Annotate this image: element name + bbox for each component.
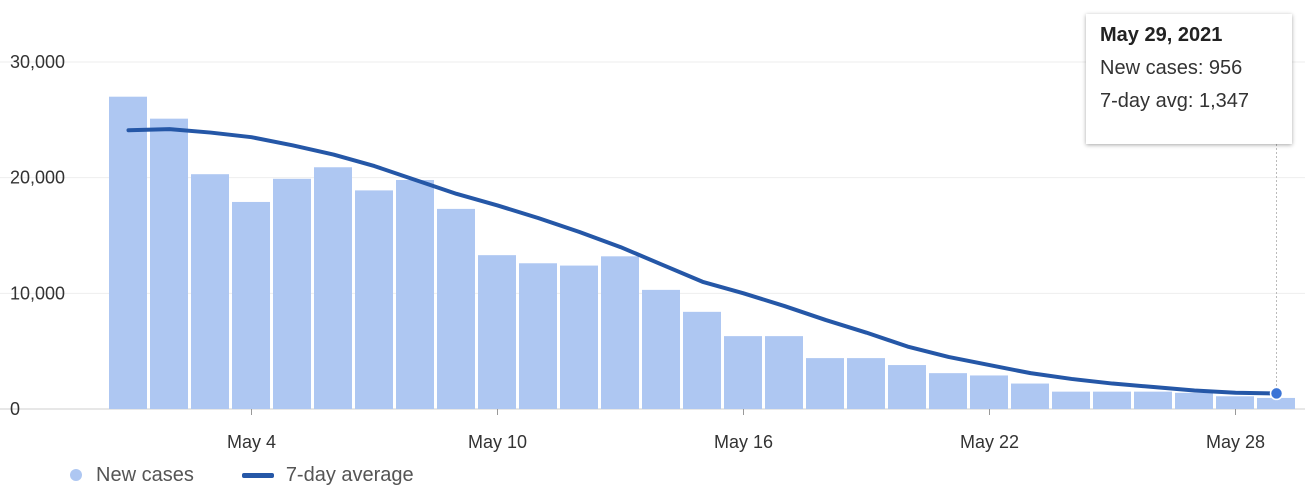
- legend-line-icon: [241, 472, 274, 478]
- hover-point[interactable]: [1269, 386, 1284, 401]
- tooltip-new-cases: New cases: 956: [1100, 57, 1243, 79]
- bar-new-cases[interactable]: [888, 365, 926, 409]
- y-tick-label: 0: [10, 399, 20, 419]
- bar-new-cases[interactable]: [109, 96, 147, 409]
- x-tick-label: May 10: [468, 432, 527, 452]
- bar-new-cases[interactable]: [1093, 391, 1131, 409]
- legend-label-new-cases: New cases: [96, 463, 194, 486]
- bar-new-cases[interactable]: [724, 336, 762, 409]
- bar-new-cases[interactable]: [191, 174, 229, 409]
- bar-new-cases[interactable]: [601, 256, 639, 409]
- bar-new-cases[interactable]: [314, 167, 352, 409]
- seven-day-average-path: [126, 127, 1279, 396]
- bar-new-cases[interactable]: [437, 208, 475, 409]
- bar-new-cases[interactable]: [1134, 391, 1172, 409]
- legend-item-new-cases[interactable]: New cases: [70, 464, 194, 487]
- x-tick-label: May 16: [714, 432, 773, 452]
- x-tick-label: May 22: [960, 432, 1019, 452]
- bar-new-cases[interactable]: [642, 289, 680, 409]
- bar-new-cases[interactable]: [355, 190, 393, 409]
- x-axis-labels: May 4 May 10 May 16 May 22 May 28: [227, 409, 1265, 452]
- bar-new-cases[interactable]: [847, 358, 885, 409]
- bar-new-cases[interactable]: [1052, 391, 1090, 409]
- legend-label-seven-day-average: 7-day average: [285, 463, 414, 486]
- y-axis-labels: 30,000 20,000 10,000 0: [10, 52, 65, 419]
- y-tick-label: 20,000: [10, 168, 65, 188]
- legend-item-seven-day-average[interactable]: 7-day average: [241, 463, 414, 487]
- bar-new-cases[interactable]: [683, 311, 721, 409]
- bar-new-cases[interactable]: [765, 336, 803, 409]
- x-tick-label: May 28: [1206, 432, 1265, 452]
- tooltip-date: May 29, 2021: [1100, 24, 1223, 46]
- bar-new-cases[interactable]: [1175, 392, 1213, 409]
- bar-new-cases[interactable]: [273, 178, 311, 409]
- legend-dot-icon: [70, 469, 82, 481]
- bar-new-cases[interactable]: [150, 118, 188, 409]
- bar-new-cases[interactable]: [929, 373, 967, 409]
- bar-new-cases[interactable]: [478, 255, 516, 409]
- x-tick-label: May 4: [227, 432, 276, 452]
- bar-new-cases[interactable]: [396, 179, 434, 409]
- bar-new-cases[interactable]: [1011, 383, 1049, 409]
- seven-day-average-line: [126, 127, 1284, 401]
- bar-new-cases[interactable]: [1257, 397, 1295, 409]
- bar-new-cases[interactable]: [806, 358, 844, 409]
- bar-new-cases[interactable]: [232, 201, 270, 409]
- y-tick-label: 10,000: [10, 283, 65, 303]
- new-cases-bars: [109, 96, 1295, 409]
- bar-new-cases[interactable]: [970, 375, 1008, 409]
- legend: New cases 7-day average: [70, 462, 462, 488]
- hover-tooltip: May 29, 2021 New cases: 956 7-day avg: 1…: [1086, 14, 1292, 144]
- y-tick-label: 30,000: [10, 52, 65, 72]
- tooltip-average: 7-day avg: 1,347: [1100, 90, 1249, 112]
- bar-new-cases[interactable]: [1216, 396, 1254, 409]
- bar-new-cases[interactable]: [519, 263, 557, 409]
- bar-new-cases[interactable]: [560, 265, 598, 409]
